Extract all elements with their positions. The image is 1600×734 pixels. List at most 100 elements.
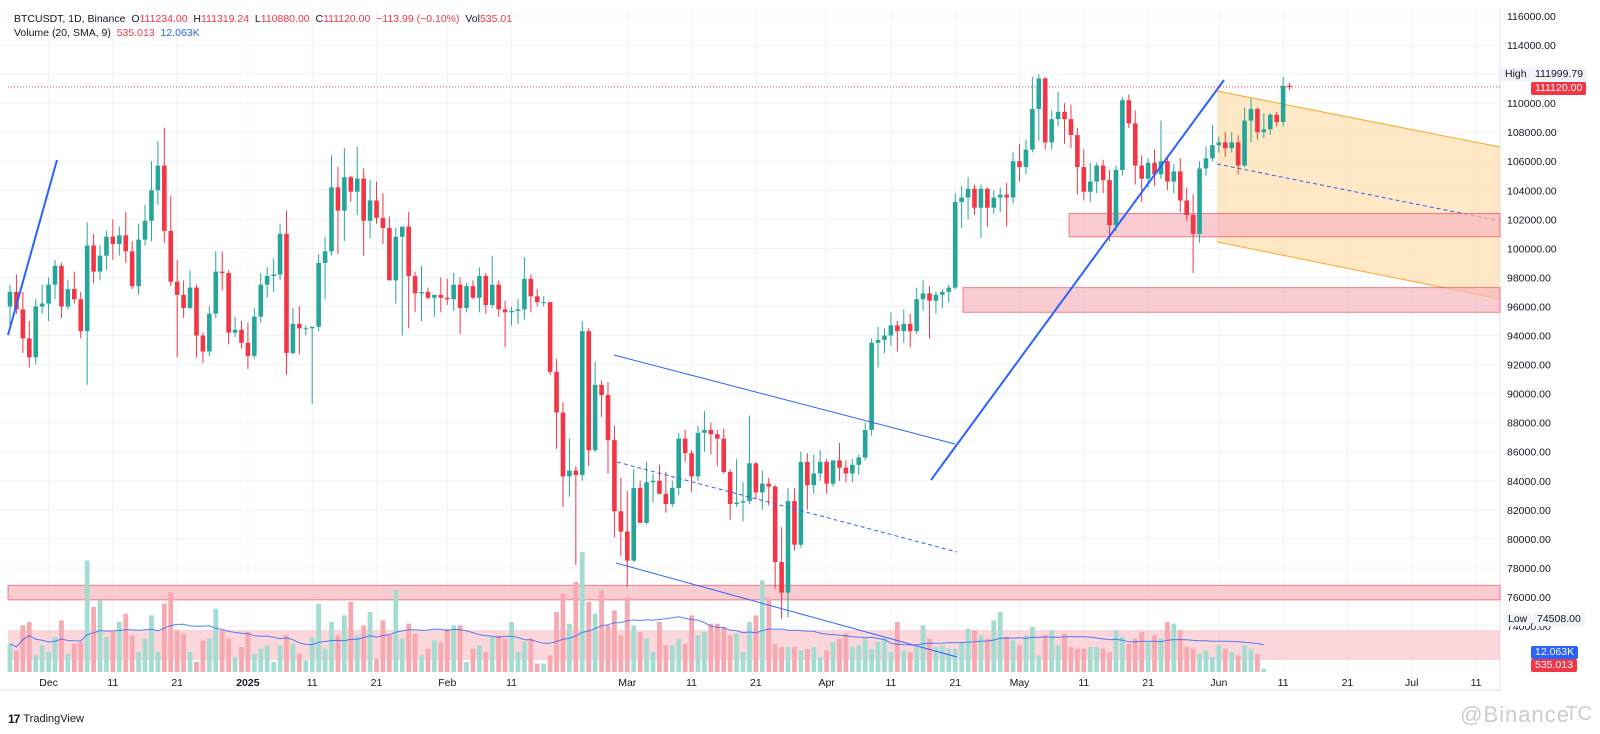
time-tick-label: 11 (307, 677, 318, 689)
time-tick-label: 11 (506, 677, 517, 689)
price-tick-label: 108000.00 (1507, 127, 1557, 139)
candle-body (155, 165, 161, 191)
volume-bar (91, 607, 96, 672)
volume-bar (959, 642, 965, 672)
volume-bar (586, 602, 592, 672)
volume-bar (882, 638, 887, 672)
price-tick-label: 98000.00 (1507, 272, 1551, 284)
volume-bar (110, 632, 116, 672)
volume-bar (862, 638, 868, 672)
volume-bar (1139, 632, 1145, 672)
volume-bar (123, 613, 129, 672)
volume-bar (84, 560, 90, 672)
candle-body (997, 194, 1003, 198)
candle-body (451, 284, 456, 300)
candle-body (1120, 100, 1125, 170)
volume-bar (451, 625, 457, 672)
volume-bar (1094, 647, 1100, 672)
candle-body (1203, 158, 1209, 169)
candle-body (907, 323, 913, 332)
time-tick-label: 21 (1142, 677, 1154, 689)
symbol-label[interactable]: BTCUSDT, 1D, Binance (14, 13, 126, 25)
candle-body (335, 187, 341, 211)
volume-bar (1158, 638, 1164, 672)
time-tick-label: 21 (1342, 677, 1354, 689)
candle-body (52, 265, 58, 285)
candle-body (129, 251, 135, 287)
volume-bar (296, 653, 302, 672)
channel-midline (1216, 163, 1501, 222)
candle-body (457, 284, 463, 308)
volume-bar (329, 622, 334, 672)
price-tick-label: 82000.00 (1507, 505, 1551, 517)
candle-body (747, 463, 752, 502)
candle-body (59, 265, 64, 307)
candle-body (219, 271, 225, 274)
candle-body (207, 313, 212, 352)
candle-body (1184, 200, 1189, 215)
watermark-suffix: TC (1565, 703, 1592, 725)
volume-bar (316, 603, 322, 672)
time-tick-label: 21 (949, 677, 961, 689)
candle-body (438, 294, 444, 298)
indicator-label[interactable]: Volume (20, SMA, 9) (14, 27, 111, 39)
volume-bar (837, 638, 842, 672)
candle-body (1158, 161, 1164, 175)
legend-row-ohlc: BTCUSDT, 1D, Binance O111234.00 H111319.… (14, 12, 512, 26)
volume-bar (46, 652, 51, 672)
volume-bar (277, 645, 283, 672)
volume-bar (984, 638, 990, 672)
high-tag-value: 111999.79 (1531, 68, 1588, 81)
volume-bar (264, 645, 270, 672)
candle-body (271, 274, 276, 276)
candle-body (837, 460, 842, 468)
candle-body (830, 460, 836, 484)
volume-bar (393, 590, 399, 672)
volume-bar (1165, 622, 1170, 672)
volume-bar (759, 580, 765, 672)
candle-body (1267, 114, 1273, 130)
price-tick-label: 90000.00 (1507, 389, 1551, 401)
volume-bar (618, 635, 624, 672)
volume-bar (1261, 668, 1267, 672)
candle-body (1171, 171, 1177, 182)
volume-bar (734, 633, 739, 672)
candle-body (464, 286, 469, 308)
volume-bar (438, 642, 444, 672)
price-tick-label: 84000.00 (1507, 476, 1551, 488)
volume-bar (605, 625, 611, 672)
volume-bar (1152, 635, 1157, 672)
volume-bar (348, 602, 354, 672)
low-tag: Low (1504, 613, 1532, 626)
candle-body (1081, 167, 1087, 192)
low-tag-value: 74508.00 (1533, 613, 1585, 626)
price-tick-label: 88000.00 (1507, 418, 1551, 430)
volume-bar (1081, 648, 1087, 672)
price-tick-label: 86000.00 (1507, 447, 1551, 459)
volume-bar (502, 638, 508, 672)
volume-bar (798, 650, 804, 672)
candle-body (489, 284, 495, 306)
candle-body (927, 293, 932, 301)
candle-body (631, 488, 637, 561)
volume-bar (161, 603, 167, 672)
candle-body (354, 178, 360, 192)
volume-bar (1248, 648, 1254, 672)
candle-body (1126, 100, 1132, 124)
volume-bar (894, 622, 900, 672)
volume-bar (374, 658, 379, 672)
volume-bar (907, 652, 913, 672)
tradingview-footer[interactable]: 17 TradingView (8, 712, 84, 726)
candle-body (914, 299, 919, 332)
volume-bar (1222, 648, 1228, 672)
candle-body (181, 294, 186, 308)
candle-body (303, 328, 309, 330)
candle-body (811, 473, 817, 486)
volume-bar (972, 630, 977, 672)
candle-body (406, 226, 411, 276)
candle-body (753, 463, 759, 493)
legend-row-volume: Volume (20, SMA, 9) 535.013 12.063K (14, 26, 512, 40)
candle-body (1049, 119, 1054, 143)
candle-body (637, 488, 643, 523)
